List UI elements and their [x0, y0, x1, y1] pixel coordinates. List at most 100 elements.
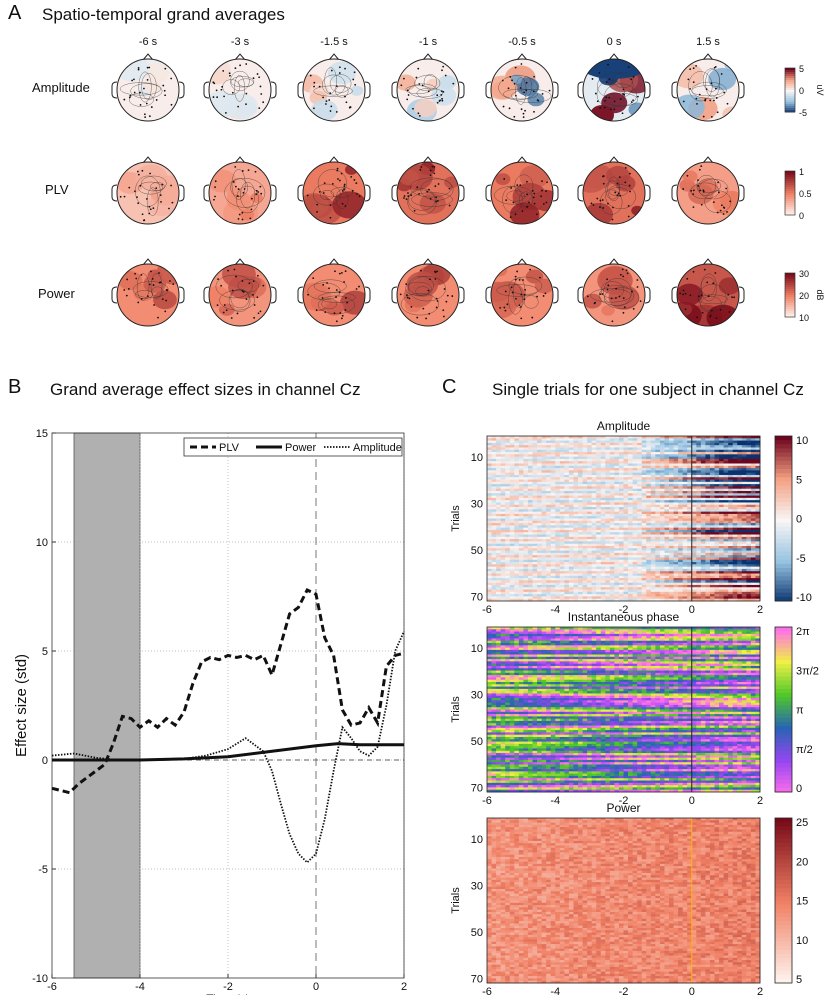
trial-cell	[705, 502, 711, 506]
trial-cell	[632, 488, 638, 492]
trial-cell	[714, 509, 720, 513]
trial-cell	[527, 507, 533, 510]
trial-cell	[678, 532, 684, 535]
trial-cell	[559, 580, 565, 584]
trial-cell	[732, 488, 738, 492]
electrode-dot	[334, 270, 336, 273]
trial-cell	[555, 559, 561, 563]
trial-cell	[546, 511, 552, 515]
trial-cell	[682, 520, 688, 524]
trial-cell	[646, 550, 652, 554]
electrode-dot	[337, 178, 339, 180]
trial-cell	[650, 449, 656, 453]
trial-cell	[491, 447, 497, 451]
trial-cell	[628, 491, 633, 494]
trial-cell	[509, 456, 515, 460]
trial-cell	[618, 502, 624, 506]
trial-cell	[527, 511, 533, 515]
trial-cell	[732, 486, 738, 490]
trial-cell	[750, 507, 756, 510]
trial-cell	[609, 484, 615, 487]
trial-cell	[641, 445, 647, 448]
trial-cell	[618, 486, 624, 490]
trial-cell	[728, 539, 734, 542]
head-contour	[151, 286, 164, 297]
trial-cell	[537, 541, 542, 545]
trial-cell	[500, 566, 506, 570]
trial-cell	[618, 468, 624, 471]
trial-cell	[714, 562, 720, 565]
colorbar-segment	[785, 211, 795, 214]
trial-cell	[682, 452, 688, 455]
electrode-dot	[220, 88, 223, 91]
electrode-dot	[242, 291, 245, 293]
trial-cell	[618, 500, 624, 503]
trial-cell	[723, 456, 729, 460]
trial-cell	[537, 474, 542, 478]
trial-cell	[587, 438, 593, 441]
trial-cell	[568, 447, 574, 451]
trial-cell	[691, 438, 697, 441]
electrode-dot	[407, 195, 410, 198]
trial-cell	[596, 479, 602, 483]
trial-cell	[728, 438, 734, 441]
trial-cell	[568, 557, 574, 561]
legend-box	[183, 437, 403, 457]
trial-cell	[741, 477, 747, 480]
trial-cell	[746, 573, 752, 577]
trial-cell	[537, 440, 542, 444]
trial-cell	[505, 578, 511, 581]
trial-cell	[714, 523, 720, 526]
colorbar-segment	[785, 110, 795, 113]
trial-cell	[527, 584, 533, 588]
electrode-dot	[710, 309, 713, 312]
electrode-dot	[510, 187, 513, 189]
trial-cell	[609, 488, 615, 492]
trial-cell	[500, 456, 506, 460]
trial-cell	[491, 536, 497, 540]
trial-cell	[564, 491, 570, 494]
trial-cell	[709, 532, 715, 535]
trial-cell	[632, 452, 638, 455]
trial-cell	[618, 491, 624, 494]
trial-cell	[605, 534, 611, 538]
electrode-dot	[252, 293, 254, 296]
electrode-dot	[615, 287, 618, 290]
trial-cell	[750, 488, 756, 492]
trial-cell	[700, 502, 706, 506]
trial-cell	[514, 559, 520, 563]
electrode-dot	[306, 194, 309, 197]
trial-cell	[678, 474, 684, 478]
electrode-dot	[259, 310, 262, 313]
trial-cell	[655, 571, 661, 574]
trial-cell	[750, 502, 756, 506]
trial-cell	[737, 557, 743, 561]
trial-cell	[632, 548, 638, 551]
trial-cell	[614, 550, 620, 554]
trial-cell	[518, 548, 524, 551]
trial-cell	[691, 465, 697, 469]
trial-cell	[518, 550, 524, 554]
trial-cell	[709, 504, 715, 508]
trial-cell	[655, 442, 661, 446]
topomap-head	[671, 258, 745, 327]
colorbar-tick-label: 0	[799, 86, 804, 96]
trial-cell	[523, 474, 529, 478]
trial-cell	[523, 541, 529, 545]
electrode-dot	[607, 63, 609, 66]
trial-cell	[605, 479, 611, 483]
trial-cell	[550, 534, 556, 538]
trial-cell	[541, 539, 547, 542]
trial-cell	[623, 578, 629, 581]
trial-cell	[678, 493, 684, 496]
trial-cell	[541, 500, 547, 503]
electrode-dot	[123, 289, 126, 291]
time-label: -1.5 s	[320, 36, 348, 48]
trial-cell	[614, 568, 620, 572]
trial-cell	[514, 481, 520, 485]
trial-cell	[746, 500, 752, 503]
trial-cell	[632, 568, 638, 572]
trial-cell	[527, 468, 533, 471]
trial-cell	[573, 488, 579, 492]
trial-cell	[714, 486, 720, 490]
